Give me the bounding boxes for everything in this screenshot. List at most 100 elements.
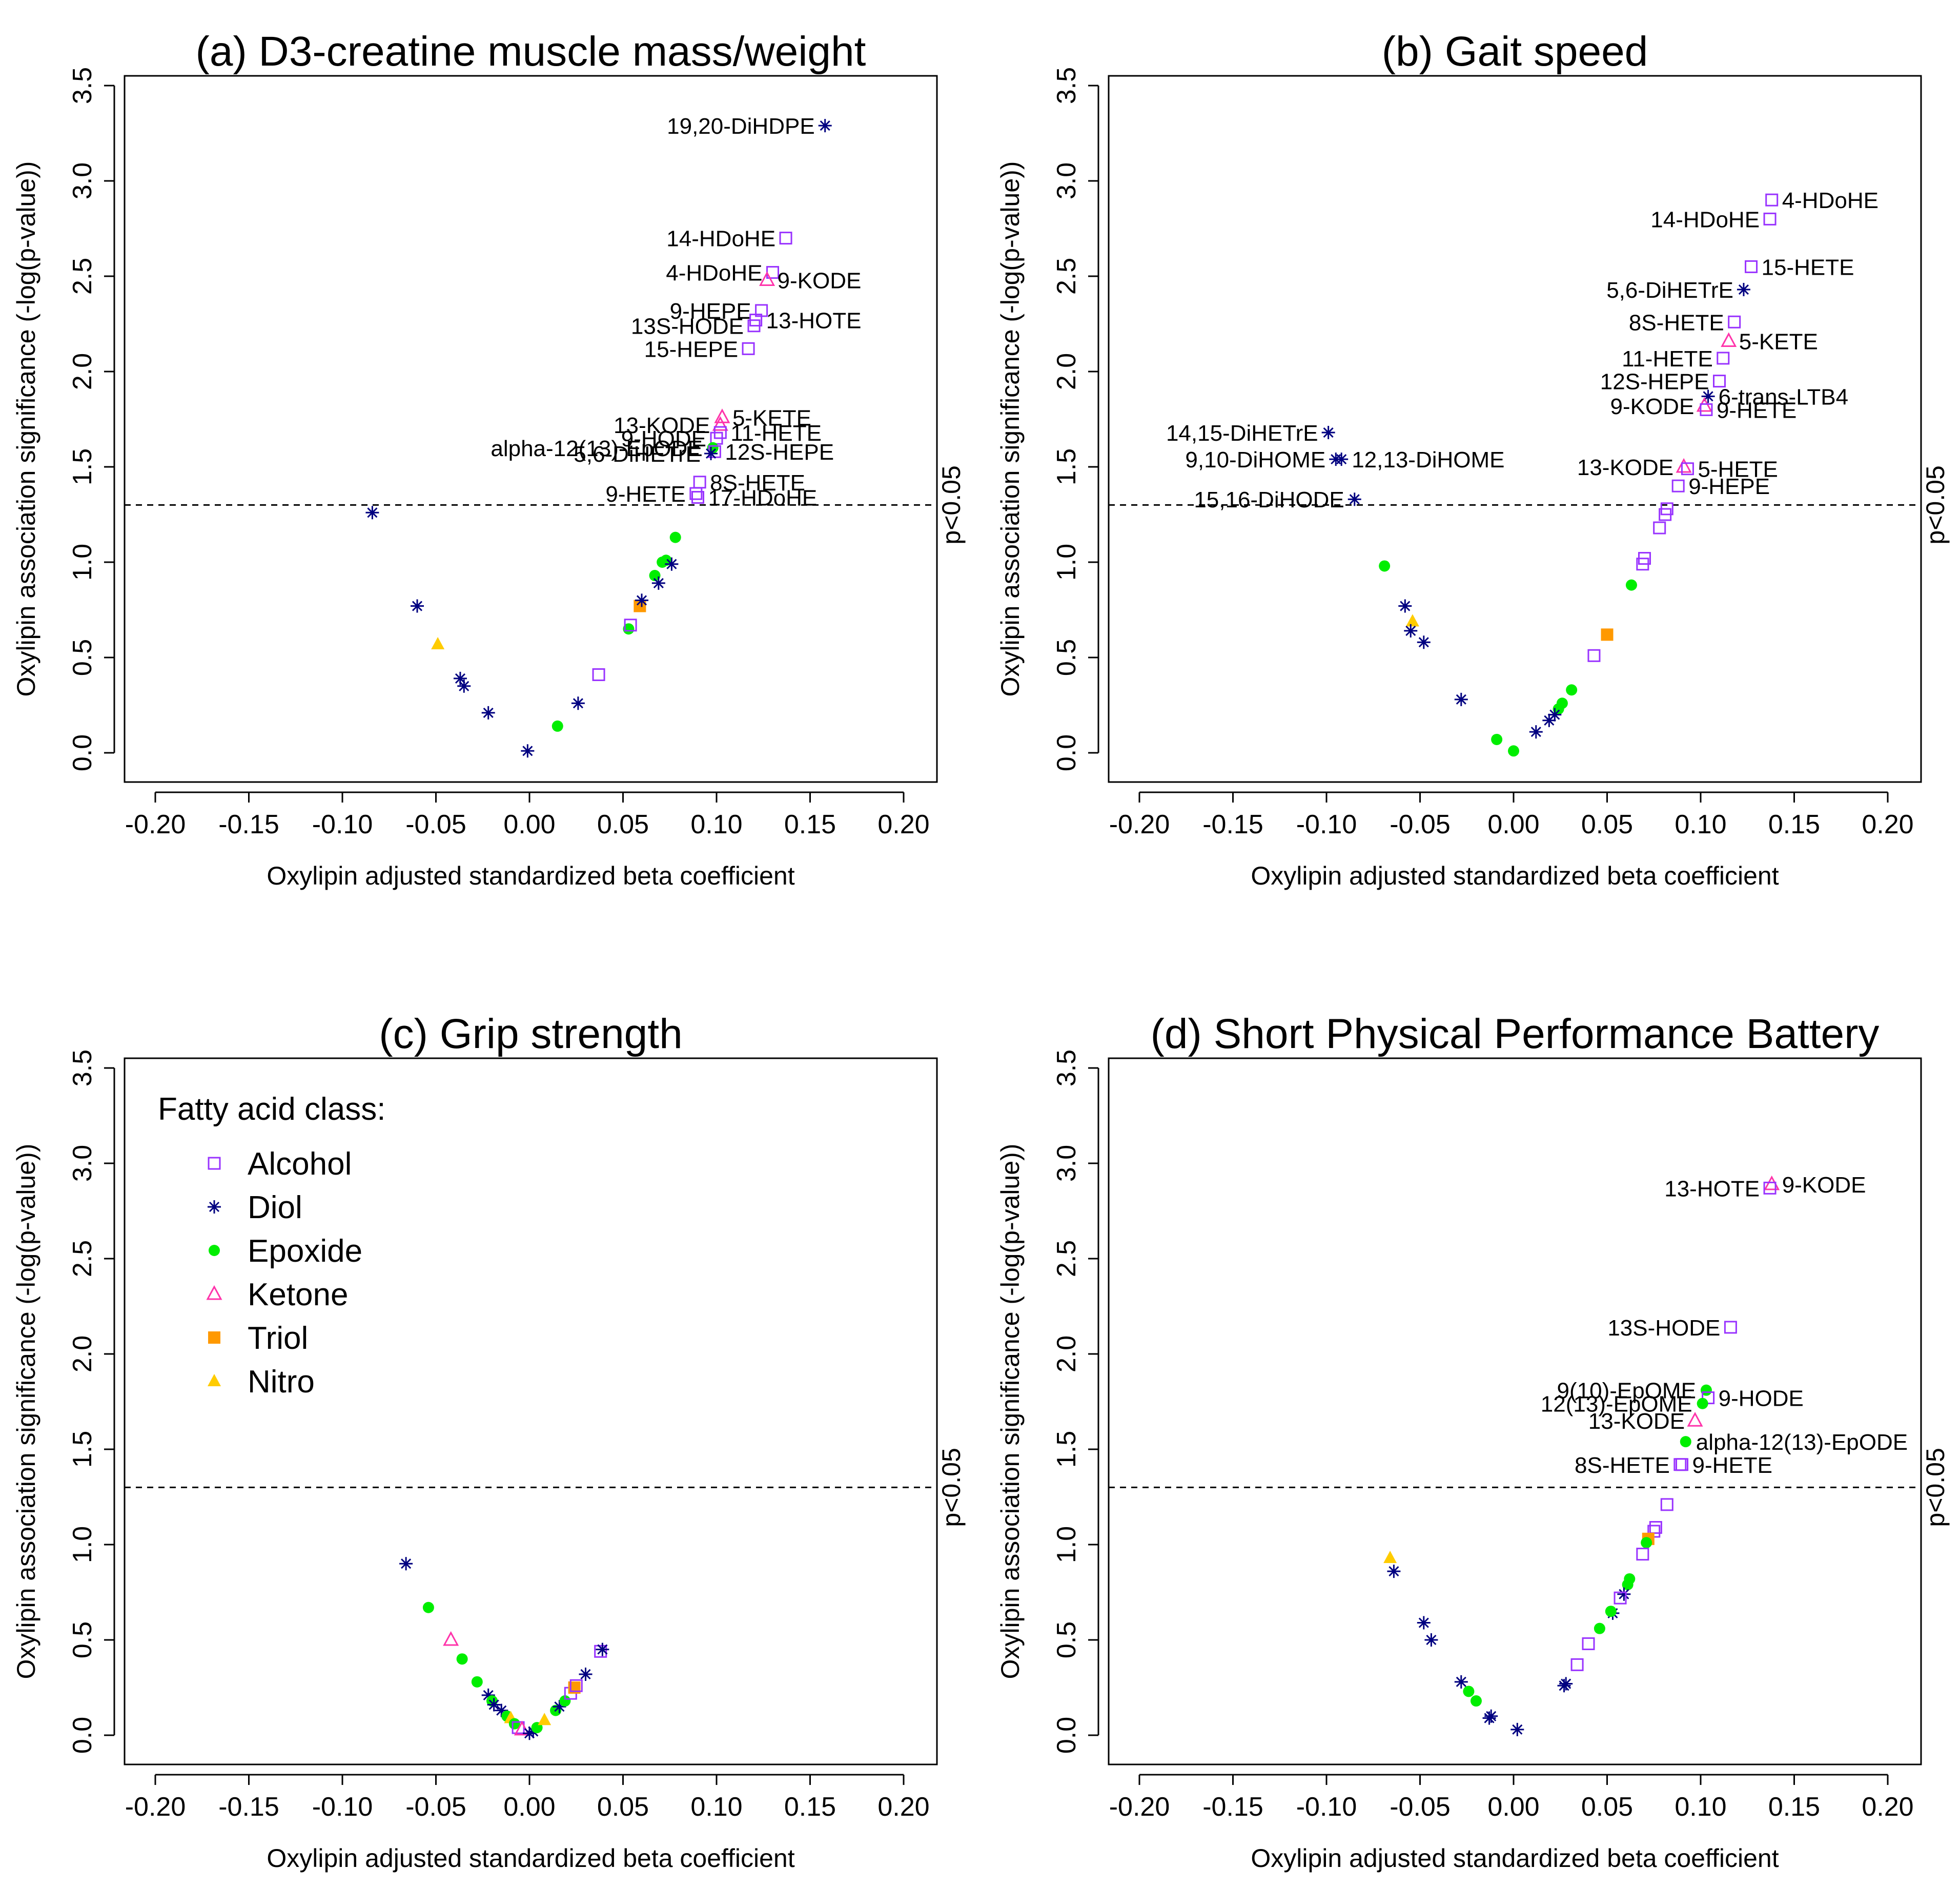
point-label: 9-HEPE [670, 299, 751, 324]
x-tick-label: 0.05 [1581, 1792, 1633, 1822]
x-tick-label: -0.05 [1390, 1792, 1451, 1822]
point-label: 11-HETE [730, 421, 822, 446]
y-tick-label: 1.5 [68, 1431, 97, 1468]
x-axis-label: Oxylipin adjusted standardized beta coef… [267, 861, 794, 890]
y-tick-label: 0.5 [68, 639, 97, 676]
point-epoxide [1625, 579, 1637, 591]
y-tick-label: 0.0 [1052, 734, 1081, 771]
x-tick-label: 0.05 [597, 1792, 649, 1822]
x-tick-label: 0.20 [1862, 810, 1913, 839]
x-tick-label: -0.15 [218, 810, 279, 839]
x-tick-label: 0.10 [690, 810, 742, 839]
plot-frame [124, 75, 938, 783]
point-label: 9-KODE [1782, 1173, 1866, 1198]
point-ketone [443, 1631, 459, 1646]
chart-title: (b) Gait speed [1382, 28, 1648, 75]
point-diol [1321, 426, 1335, 440]
x-tick-label: 0.15 [784, 810, 836, 839]
x-tick-label: -0.20 [125, 810, 186, 839]
x-tick-label: -0.05 [405, 1792, 466, 1822]
plot-frame [1108, 1057, 1922, 1765]
x-tick-label: 0.15 [1768, 810, 1820, 839]
point-diol [571, 696, 585, 710]
point-alcohol [779, 232, 792, 245]
point-epoxide [552, 720, 563, 732]
point-epoxide [707, 442, 719, 454]
point-label: 5-KETE [732, 405, 811, 430]
x-tick-label: 0.05 [597, 810, 649, 839]
x-tick-label: -0.15 [1202, 810, 1263, 839]
point-label: 19,20-DiHDPE [667, 114, 815, 139]
x-tick-label: 0.20 [877, 810, 929, 839]
point-epoxide [456, 1653, 468, 1665]
point-ketone [712, 416, 728, 431]
point-diol [1398, 599, 1412, 613]
point-diol [635, 593, 648, 607]
x-tick-label: -0.20 [125, 1792, 186, 1822]
chart-title: (c) Grip strength [379, 1011, 682, 1057]
x-tick-label: 0.00 [503, 1792, 555, 1822]
y-tick-label: 0.5 [68, 1621, 97, 1658]
point-label: 15-HETE [1762, 255, 1854, 280]
point-label: 15,16-DiHODE [1194, 487, 1344, 512]
point-diol [818, 119, 832, 133]
point-alcohol [1763, 1181, 1777, 1195]
point-diol [1335, 453, 1349, 466]
x-tick-label: 0.20 [877, 1792, 929, 1822]
x-tick-label: 0.05 [1581, 810, 1633, 839]
x-axis-label: Oxylipin adjusted standardized beta coef… [267, 1844, 794, 1873]
y-tick-label: 3.5 [68, 67, 97, 104]
point-epoxide [422, 1601, 434, 1613]
legend-item-label: Alcohol [248, 1146, 352, 1182]
point-alcohol [592, 668, 605, 681]
threshold-label: p<0.05 [1921, 1448, 1950, 1527]
point-epoxide [660, 554, 672, 566]
y-axis-label: Oxylipin association significance (-log(… [12, 1144, 40, 1679]
point-diol [1482, 1711, 1496, 1725]
point-epoxide [1680, 1436, 1691, 1448]
y-tick-label: 0.0 [68, 734, 97, 771]
point-alcohol [1681, 462, 1694, 476]
panel-c: (c) Grip strength -0.20 -0.15 -0.10 -0.05 0.0… [12, 1011, 966, 1873]
y-tick-label: 3.0 [68, 162, 97, 199]
legend-item-label: Diol [248, 1190, 302, 1225]
point-label: 13-KODE [1588, 1409, 1685, 1434]
point-diol [1529, 725, 1543, 739]
legend-item-label: Triol [248, 1321, 308, 1356]
plot-frame [124, 1057, 938, 1765]
point-triol [568, 1681, 581, 1694]
point-label: 13-KODE [614, 413, 710, 438]
point-diol [596, 1642, 609, 1656]
point-alcohol [512, 1721, 525, 1734]
point-label: 17-HDoHE [708, 486, 818, 511]
point-nitro [1383, 1551, 1397, 1564]
panel-a: (a) D3-creatine muscle mass/weight -0.20 -… [12, 28, 966, 890]
point-alcohol [1745, 260, 1758, 273]
point-label: 9-HETE [1692, 1453, 1772, 1478]
point-ketone [1721, 332, 1737, 347]
point-epoxide [1622, 1579, 1634, 1591]
point-alcohol [742, 342, 755, 355]
x-tick-label: 0.10 [1675, 1792, 1726, 1822]
point-alcohol [1763, 212, 1777, 225]
point-diol [411, 599, 424, 613]
point-alcohol [1570, 1658, 1584, 1671]
point-alcohol [1676, 1458, 1688, 1471]
point-epoxide [1553, 703, 1564, 715]
point-label: 11-HETE [1622, 346, 1713, 372]
point-diol [1417, 1616, 1431, 1630]
point-label: 9,10-DiHOME [1185, 447, 1325, 472]
y-tick-label: 3.5 [68, 1050, 97, 1086]
y-tick-label: 0.5 [1052, 639, 1081, 676]
y-tick-label: 0.5 [1052, 1621, 1081, 1658]
point-alcohol [1636, 1548, 1649, 1561]
point-epoxide [1491, 733, 1503, 745]
point-epoxide [623, 623, 635, 635]
point-epoxide [649, 570, 661, 582]
point-ketone [1687, 1412, 1703, 1427]
point-alcohol [1728, 315, 1741, 328]
point-diol [579, 1667, 593, 1681]
point-label: 14-HDoHE [666, 227, 775, 252]
point-label: 9-KODE [778, 268, 862, 293]
point-label: 15-HEPE [644, 337, 738, 362]
